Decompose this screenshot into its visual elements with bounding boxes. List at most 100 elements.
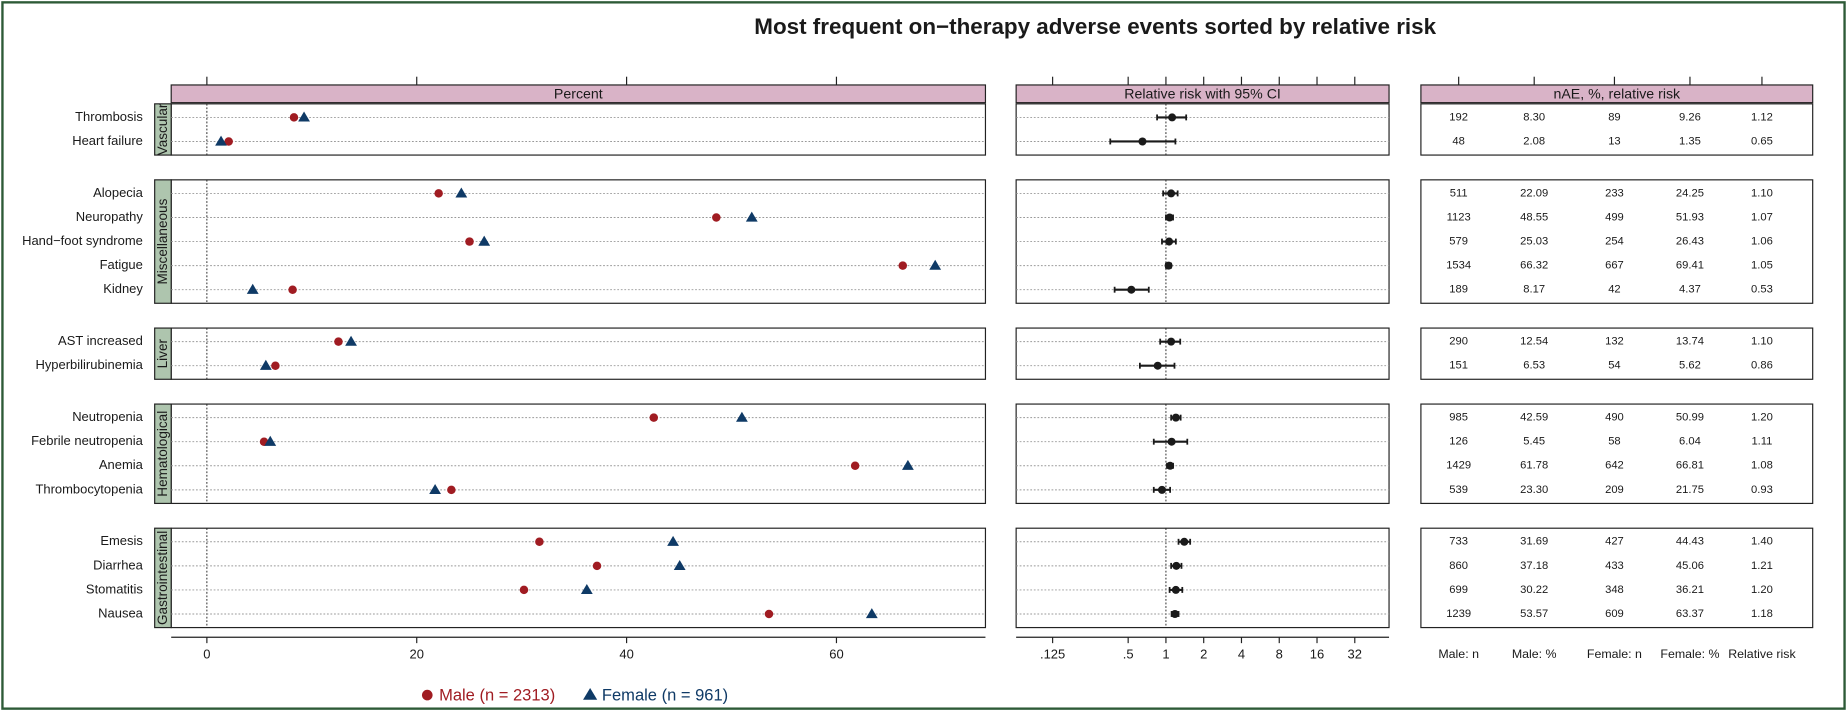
group-box <box>1015 327 1390 380</box>
table-cell: 61.78 <box>1520 460 1548 472</box>
female-marker <box>667 535 679 546</box>
table-cell: 26.43 <box>1676 236 1704 248</box>
group-label: Gastrointestinal <box>155 531 170 625</box>
group-label: Liver <box>155 338 170 368</box>
male-marker <box>764 609 774 619</box>
male-marker <box>289 113 299 122</box>
table-cell: 1.11 <box>1751 436 1772 448</box>
table-cell: 1239 <box>1446 608 1471 620</box>
group-strip <box>154 103 172 156</box>
male-marker <box>519 585 529 595</box>
female-marker <box>259 359 272 370</box>
male-marker <box>712 213 721 222</box>
legend-marker <box>583 687 598 700</box>
rr-point <box>1165 237 1174 246</box>
x-tick-label: 20 <box>410 646 424 661</box>
male-marker <box>649 413 659 422</box>
table-cell: 499 <box>1605 211 1624 223</box>
row-label: AST increased <box>58 333 143 348</box>
x-tick-label: 40 <box>619 646 633 661</box>
table-cell: 53.57 <box>1520 608 1548 620</box>
group-box <box>1015 403 1390 505</box>
row-label: Neuropathy <box>76 209 144 224</box>
female-marker <box>429 483 441 494</box>
x-tick-label: 1 <box>1162 646 1169 661</box>
group-box <box>1420 403 1814 505</box>
table-cell: 24.25 <box>1676 187 1704 199</box>
rr-point <box>1167 189 1176 198</box>
table-cell: 985 <box>1449 412 1468 424</box>
row-label: Anemia <box>99 457 144 472</box>
male-marker <box>434 189 443 198</box>
x-tick-label: 32 <box>1348 646 1362 661</box>
table-cell: 25.03 <box>1520 236 1548 248</box>
table-cell: 189 <box>1449 284 1468 296</box>
table-cell: 5.45 <box>1523 436 1545 448</box>
panel-header <box>1015 84 1390 104</box>
rr-point <box>1167 437 1176 446</box>
table-cell: 1.08 <box>1751 460 1773 472</box>
table-cell: 348 <box>1605 584 1624 596</box>
column-label: Male: % <box>1512 647 1557 661</box>
rr-point <box>1171 413 1180 422</box>
table-cell: 0.93 <box>1751 484 1773 496</box>
table-cell: 66.32 <box>1520 260 1548 272</box>
x-tick-label: 16 <box>1310 646 1324 661</box>
table-cell: 290 <box>1449 336 1468 348</box>
table-cell: 9.26 <box>1679 111 1701 123</box>
table-cell: 254 <box>1605 236 1624 248</box>
table-cell: 21.75 <box>1676 484 1704 496</box>
male-marker <box>592 561 602 571</box>
table-cell: 539 <box>1449 484 1468 496</box>
table-cell: 63.37 <box>1676 608 1704 620</box>
table-cell: 58 <box>1608 436 1620 448</box>
male-marker <box>271 361 280 370</box>
male-marker <box>465 237 474 246</box>
table-cell: 23.30 <box>1520 484 1548 496</box>
legend-label: Female (n = 961) <box>602 686 728 705</box>
table-cell: 48 <box>1452 135 1464 147</box>
table-cell: 42.59 <box>1520 412 1548 424</box>
column-label: Female: % <box>1660 647 1719 661</box>
table-cell: 1534 <box>1446 260 1471 272</box>
column-label: Relative risk <box>1728 647 1796 661</box>
table-cell: 1.10 <box>1751 336 1773 348</box>
table-cell: 733 <box>1449 536 1468 548</box>
female-marker <box>580 584 593 595</box>
x-tick-label: 0 <box>203 646 210 661</box>
table-cell: 126 <box>1449 436 1468 448</box>
table-cell: 132 <box>1605 336 1624 348</box>
female-marker <box>929 259 942 270</box>
table-cell: 8.17 <box>1523 284 1545 296</box>
group-strip <box>154 527 172 629</box>
female-marker <box>865 608 878 619</box>
row-label: Neutropenia <box>72 409 143 424</box>
row-label: Nausea <box>98 605 143 620</box>
male-marker <box>224 137 233 146</box>
table-cell: 89 <box>1608 111 1620 123</box>
row-label: Fatigue <box>100 257 143 272</box>
table-cell: 8.30 <box>1523 111 1545 123</box>
female-marker <box>455 187 468 198</box>
table-cell: 69.41 <box>1676 260 1704 272</box>
female-marker <box>736 411 748 422</box>
x-tick-label: .125 <box>1040 646 1065 661</box>
row-label: Alopecia <box>93 185 144 200</box>
table-cell: 860 <box>1449 560 1468 572</box>
legend-label: Male (n = 2313) <box>439 686 555 705</box>
legend-marker <box>421 689 433 701</box>
rr-point <box>1171 585 1180 594</box>
table-cell: 45.06 <box>1676 560 1704 572</box>
table-cell: 22.09 <box>1520 187 1548 199</box>
table-cell: 0.65 <box>1751 135 1773 147</box>
rr-point <box>1168 113 1177 122</box>
group-strip <box>154 403 172 505</box>
table-cell: 1.05 <box>1751 260 1773 272</box>
rr-point <box>1172 561 1181 570</box>
table-cell: 1.06 <box>1751 236 1773 248</box>
table-cell: 42 <box>1608 284 1620 296</box>
panel-header-label: Relative risk with 95% CI <box>1124 87 1281 103</box>
table-cell: 36.21 <box>1676 584 1704 596</box>
